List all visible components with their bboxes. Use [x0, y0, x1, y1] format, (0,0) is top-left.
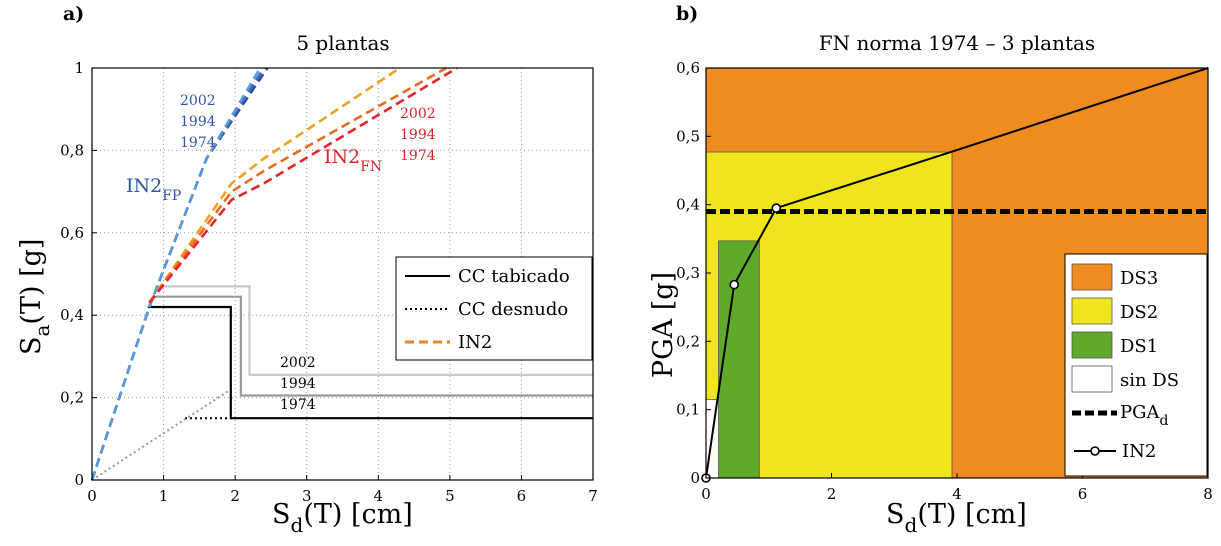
x-tick-label-b: 0 [701, 485, 711, 503]
x-tick-label: 1 [159, 487, 169, 505]
x-tick-label: 5 [445, 487, 455, 505]
panel-b-frame [705, 67, 1209, 479]
y-tick-label: 0,2 [60, 389, 84, 407]
legend-label-ds1: DS1 [1120, 336, 1158, 357]
panel-b-y-ticks: 0 0,1 0,2 0,3 0,4 0,5 0,6 [676, 59, 711, 487]
series-capacity-infilled [152, 295, 593, 397]
legend-box-b [1064, 253, 1208, 477]
legend-label-tabicado: CC tabicado [458, 266, 570, 287]
legend-label-in2: IN2 [458, 332, 492, 353]
x-tick-label-b: 4 [952, 485, 962, 503]
panel-b-title: FN norma 1974 – 3 plantas [819, 31, 1095, 55]
panel-a-frame [91, 67, 594, 481]
legend-swatch-ds3 [1071, 263, 1113, 291]
y-tick-label-b: 0,3 [676, 264, 700, 282]
panel-a-legend: CC tabicado CC desnudo IN2 [395, 256, 593, 361]
legend-swatch-ds2 [1071, 297, 1113, 325]
panel-a-fp-years: 2002 1994 1974 [180, 93, 216, 151]
y-tick-label: 0,4 [60, 306, 84, 324]
panel-b-xlabel: Sd(T) [cm] [886, 499, 1027, 537]
in2-marker [729, 279, 740, 290]
y-tick-label: 0 [74, 471, 84, 489]
panel-a-fn-years: 2002 1994 1974 [400, 106, 436, 164]
y-tick-label: 0,8 [60, 141, 84, 159]
fn-year-1974: 1974 [400, 148, 436, 164]
x-tick-label-b: 2 [827, 485, 837, 503]
panel-b-legend: DS3 DS2 DS1 sin DS PGAd IN2 [1064, 253, 1208, 477]
in2-fn-label: IN2FN [324, 146, 382, 175]
y-tick-label-b: 0 [690, 469, 700, 487]
panel-a-xlabel: Sd(T) [cm] [272, 499, 413, 537]
panel-a-y-ticks: 0 0,2 0,4 0,6 0,8 1 [60, 59, 97, 489]
y-tick-label-b: 0,2 [676, 332, 700, 350]
x-tick-label-b: 6 [1078, 485, 1088, 503]
y-tick-label: 1 [74, 59, 84, 77]
legend-label-pgad: PGAd [1120, 402, 1169, 429]
legend-label-in2-b: IN2 [1122, 441, 1156, 462]
y-tick-label-b: 0,1 [676, 401, 700, 419]
panel-a-ylabel: Sa(T) [g] [16, 239, 54, 355]
series-demand-FP [90, 67, 262, 481]
series-demand-FN [148, 66, 401, 304]
cap-year-2002: 2002 [280, 355, 316, 371]
y-tick-label: 0,6 [60, 224, 84, 242]
y-tick-label-b: 0,5 [676, 127, 700, 145]
fp-year-2002: 2002 [180, 93, 216, 109]
in2-marker [771, 203, 782, 213]
region-ds1 [718, 240, 760, 479]
panel-b-ylabel: PGA [g] [648, 272, 679, 378]
x-tick-label: 4 [374, 487, 384, 505]
legend-label-ds2: DS2 [1120, 302, 1158, 323]
series-capacity-infilled [156, 285, 593, 376]
legend-label-desnudo: CC desnudo [458, 299, 568, 320]
series-demand-FN [148, 66, 458, 304]
series-demand-FN [148, 66, 447, 304]
legend-box [395, 256, 593, 361]
legend-swatch-sin-ds [1071, 365, 1113, 393]
cap-year-1994: 1994 [280, 376, 316, 392]
x-tick-label: 2 [230, 487, 240, 505]
y-tick-label-b: 0,4 [676, 196, 700, 214]
panel-a-cap-years: 2002 1994 1974 [280, 355, 316, 413]
legend-label-ds3: DS3 [1120, 268, 1158, 289]
cap-year-1974: 1974 [280, 397, 316, 413]
series-capacity-infilled [147, 305, 593, 420]
fn-year-2002: 2002 [400, 106, 436, 122]
legend-label-sin-ds: sin DS [1120, 370, 1179, 391]
fn-year-1994: 1994 [400, 127, 436, 143]
fp-year-1994: 1994 [180, 114, 216, 130]
panel-b-label: b) [676, 3, 698, 25]
x-tick-label: 7 [588, 487, 598, 505]
legend-marker-in2-b [1090, 446, 1100, 456]
fp-year-1974: 1974 [180, 135, 216, 151]
x-tick-label: 3 [302, 487, 312, 505]
chart-panel-a: a) 5 plantas 0 1 2 3 4 5 6 7 0 0,2 0,4 0,6 0,8 1 200… [16, 3, 598, 537]
panel-a-series [90, 66, 593, 481]
x-tick-label: 6 [517, 487, 527, 505]
x-tick-label: 0 [87, 487, 97, 505]
panel-b-lines [701, 67, 1209, 483]
y-tick-label-b: 0,6 [676, 59, 700, 77]
legend-swatch-ds1 [1071, 331, 1113, 359]
panel-a-grid [92, 68, 593, 480]
panel-a-title: 5 plantas [296, 31, 389, 55]
x-tick-label-b: 8 [1203, 485, 1213, 503]
panel-a-label: a) [63, 3, 84, 25]
in2-fp-label: IN2FP [126, 175, 181, 204]
